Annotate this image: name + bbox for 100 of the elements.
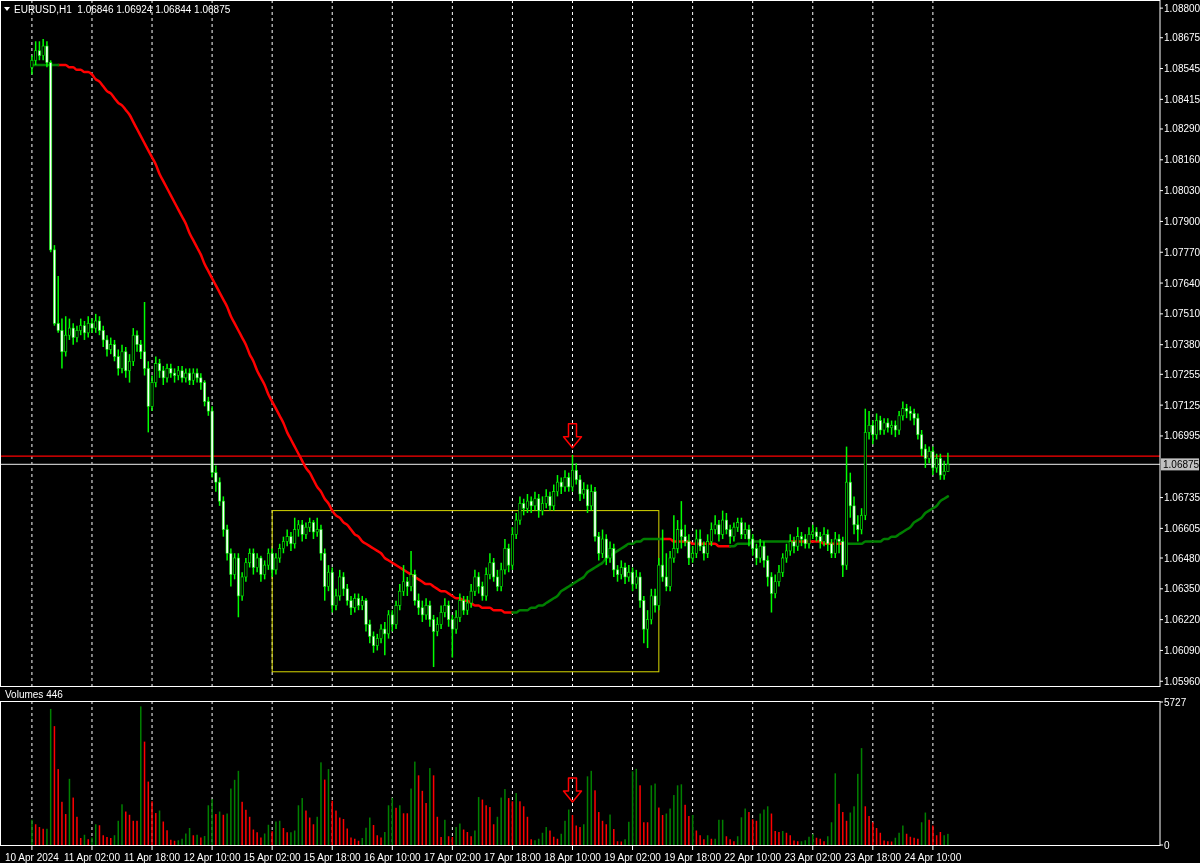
y-tick-label: 1.06220 (1164, 614, 1200, 626)
candlestick (188, 367, 192, 386)
y-tick-label: 1.07510 (1164, 308, 1200, 320)
y-tick-label: 1.08415 (1164, 93, 1200, 105)
candlestick (312, 519, 315, 540)
candlestick (604, 533, 608, 566)
candlestick (664, 552, 668, 592)
x-tick-label: 19 Apr 18:00 (664, 851, 722, 863)
candlestick (266, 547, 270, 571)
y-tick-label: 1.08160 (1164, 154, 1200, 166)
x-tick-label: 23 Apr 18:00 (844, 851, 902, 863)
candlestick (694, 528, 698, 559)
candlestick (259, 554, 263, 583)
x-tick-label: 15 Apr 18:00 (303, 851, 362, 863)
x-tick-label: 17 Apr 02:00 (424, 851, 482, 863)
candlestick (815, 526, 818, 543)
candlestick (619, 559, 623, 581)
candlestick (601, 528, 604, 559)
x-tick-label: 11 Apr 02:00 (63, 851, 121, 863)
y-tick-label: 1.08800 (1164, 2, 1200, 14)
candlestick (717, 519, 721, 543)
x-tick-label: 22 Apr 10:00 (724, 851, 782, 863)
candlestick (270, 547, 274, 578)
candlestick (935, 452, 939, 474)
y-tick-label: 1.07640 (1164, 277, 1200, 289)
candlestick (533, 490, 537, 512)
y-tick-label: 1.06090 (1164, 644, 1200, 656)
candlestick (833, 531, 837, 559)
y-tick-label: 1.05960 (1164, 675, 1200, 687)
candlestick (41, 38, 45, 62)
y-tick-label: 1.06350 (1164, 583, 1200, 595)
chart-title: EURUSD,H1 1.06846 1.06924 1.06844 1.06875 (14, 3, 231, 15)
x-tick-label: 24 Apr 10:00 (904, 851, 962, 863)
candlestick (120, 343, 124, 374)
x-tick-label: 18 Apr 10:00 (544, 851, 602, 863)
candlestick (462, 595, 466, 616)
y-tick-label: 1.08290 (1164, 123, 1200, 135)
candlestick (552, 483, 556, 512)
candlestick (37, 40, 41, 62)
candlestick (822, 526, 826, 547)
candlestick (875, 412, 878, 441)
y-tick-label: 1.08675 (1164, 32, 1200, 44)
y-tick-label: 5727 (1164, 696, 1187, 708)
x-tick-label: 12 Apr 10:00 (183, 851, 241, 863)
y-tick-label: 1.07770 (1164, 246, 1200, 258)
candlestick (938, 452, 942, 481)
ref-line-label: 1.06875 (1163, 458, 1200, 470)
y-tick-label: 1.06735 (1164, 492, 1200, 504)
candlestick (679, 500, 683, 550)
candlestick (251, 547, 255, 576)
candlestick (477, 571, 481, 595)
candlestick (293, 516, 297, 550)
candlestick (649, 588, 653, 626)
candlestick (158, 358, 161, 379)
candlestick (740, 516, 743, 540)
x-tick-label: 10 Apr 2024 (4, 851, 60, 863)
candlestick (165, 362, 169, 384)
candlestick (567, 471, 571, 493)
candlestick (124, 346, 128, 379)
candlestick (173, 367, 176, 384)
candlestick (161, 365, 165, 386)
candlestick (537, 493, 541, 519)
candlestick (758, 538, 762, 564)
candlestick (447, 599, 451, 628)
candlestick (83, 320, 86, 341)
x-tick-label: 16 Apr 10:00 (363, 851, 422, 863)
chart-title: Volumes 446 (5, 688, 64, 700)
candlestick (796, 526, 800, 552)
candlestick (878, 415, 882, 436)
candlestick (721, 509, 725, 540)
candlestick (563, 469, 567, 493)
candlestick (94, 313, 98, 334)
y-tick-label: 1.06605 (1164, 522, 1200, 534)
x-tick-label: 11 Apr 18:00 (124, 851, 181, 863)
x-tick-label: 23 Apr 02:00 (784, 851, 842, 863)
candlestick (300, 519, 304, 543)
candlestick (64, 315, 68, 358)
y-tick-label: 1.07900 (1164, 215, 1200, 227)
candlestick (942, 460, 946, 481)
candlestick (357, 592, 360, 611)
candlestick (420, 599, 424, 623)
candlestick (86, 315, 90, 339)
candlestick (732, 521, 736, 543)
candlestick (353, 592, 357, 614)
y-tick-label: 1.06995 (1164, 430, 1200, 442)
y-tick-label: 1.07380 (1164, 339, 1200, 351)
candlestick (612, 543, 616, 578)
y-tick-label: 1.07125 (1164, 399, 1200, 411)
candlestick (800, 531, 803, 547)
candlestick (586, 483, 589, 514)
x-tick-label: 17 Apr 18:00 (484, 851, 542, 863)
y-tick-label: 0 (1164, 839, 1170, 851)
candlestick (571, 454, 574, 493)
candlestick (405, 576, 409, 597)
candlestick (71, 322, 75, 346)
candlestick (424, 597, 428, 621)
candlestick (255, 552, 259, 573)
y-tick-label: 1.08545 (1164, 63, 1200, 75)
y-tick-label: 1.08030 (1164, 185, 1200, 197)
x-tick-label: 19 Apr 02:00 (604, 851, 662, 863)
